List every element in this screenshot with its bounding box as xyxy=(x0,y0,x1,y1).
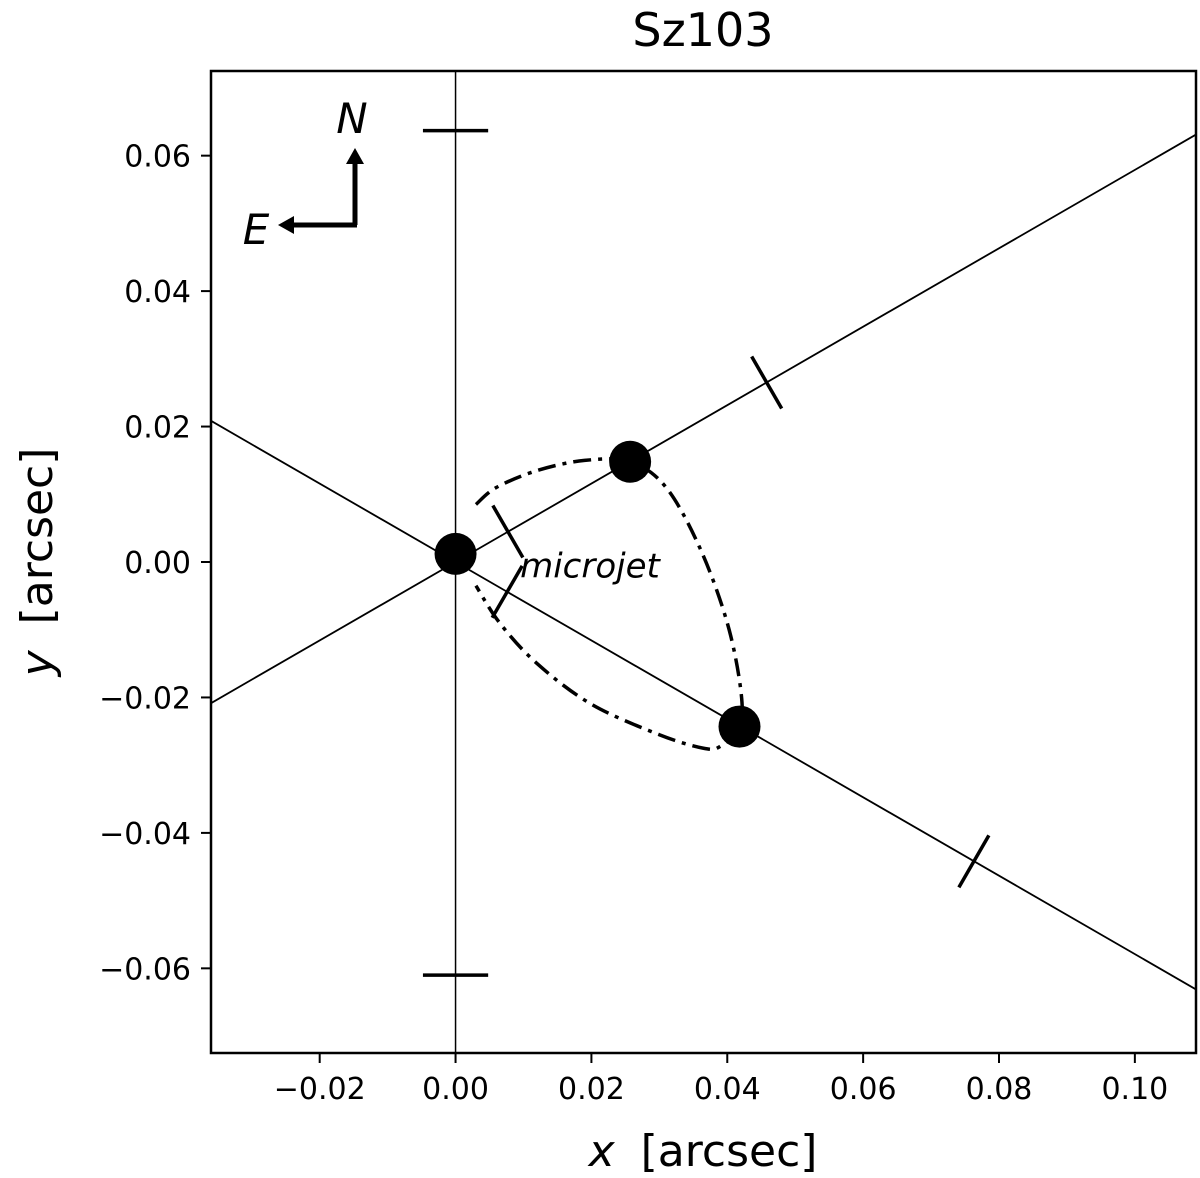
perpendicular-tick-2 xyxy=(957,834,991,889)
x-tick-label: 0.08 xyxy=(966,1072,1033,1107)
data-point-2 xyxy=(609,440,652,483)
y-axis-label-unit: [arcsec] xyxy=(12,448,63,625)
y-tick-label: 0.06 xyxy=(124,140,191,175)
microjet-annotation: microjet xyxy=(520,546,661,586)
x-tick-label: 0.04 xyxy=(694,1072,761,1107)
x-axis-label: x [arcsec] xyxy=(587,1126,818,1177)
x-axis-label-var: x xyxy=(587,1126,616,1177)
y-axis-label-var: y xyxy=(12,649,63,678)
compass-north-label: N xyxy=(336,94,367,143)
y-tick-label: 0.04 xyxy=(124,275,191,310)
x-axis-label-unit: [arcsec] xyxy=(641,1126,818,1177)
x-axis-ticks: −0.02 0.00 0.02 0.04 0.06 0.08 0.10 xyxy=(274,1053,1168,1107)
x-tick-label: −0.02 xyxy=(274,1072,366,1107)
diagonal-line-2 xyxy=(211,420,1196,991)
perpendicular-tick-3 xyxy=(491,504,525,559)
diagonal-line-1 xyxy=(211,133,1196,704)
compass-east-arrowhead-icon xyxy=(278,216,294,234)
chart-title: Sz103 xyxy=(632,3,773,57)
x-tick-label: 0.06 xyxy=(830,1072,897,1107)
microjet-dashdot-curve xyxy=(474,457,744,752)
x-tick-label: 0.10 xyxy=(1101,1072,1168,1107)
y-tick-label: 0.02 xyxy=(124,411,191,446)
y-tick-label: −0.06 xyxy=(99,952,191,987)
plot-frame xyxy=(209,69,1198,1055)
y-axis-label: y [arcsec] xyxy=(12,448,63,679)
data-point-1 xyxy=(434,532,477,575)
perpendicular-tick-1 xyxy=(750,355,784,410)
plot-content xyxy=(211,71,1196,1053)
data-point-3 xyxy=(718,705,761,748)
y-axis-ticks: 0.06 0.04 0.02 0.00 −0.02 −0.04 −0.06 xyxy=(99,140,211,987)
perpendicular-tick-4 xyxy=(490,564,524,619)
y-tick-label: −0.04 xyxy=(99,817,191,852)
y-tick-label: −0.02 xyxy=(99,681,191,716)
x-tick-label: 0.00 xyxy=(422,1072,489,1107)
y-tick-label: 0.00 xyxy=(124,546,191,581)
x-tick-label: 0.02 xyxy=(558,1072,625,1107)
compass-rose: N E xyxy=(243,94,368,254)
compass-east-label: E xyxy=(243,205,270,254)
compass-north-arrowhead-icon xyxy=(346,148,364,164)
